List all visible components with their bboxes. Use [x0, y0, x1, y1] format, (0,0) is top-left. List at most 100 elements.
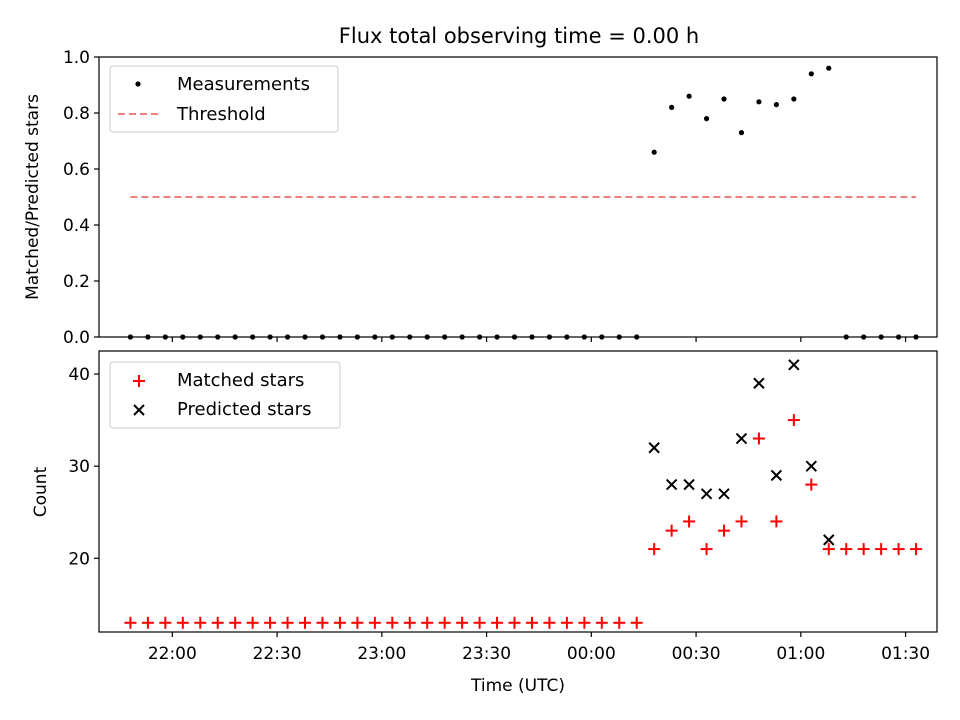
matched-stars-point	[368, 616, 381, 629]
legend-measurements-label: Measurements	[177, 74, 310, 95]
bottom-plot-area	[124, 359, 923, 629]
predicted-stars-point	[735, 432, 748, 445]
measurement-point	[808, 71, 814, 77]
predicted-stars-point	[823, 534, 835, 546]
predicted-stars-point	[665, 478, 678, 491]
predicted-stars-point	[753, 377, 765, 389]
bottom-y-ticks: 20 30 40	[68, 365, 99, 569]
matched-stars-point	[421, 616, 434, 629]
predicted-stars-point	[648, 442, 660, 454]
matched-stars-point	[752, 432, 765, 445]
matched-stars-point	[718, 524, 731, 537]
measurement-point	[651, 149, 657, 155]
matched-stars-point	[386, 616, 399, 629]
matched-stars-point	[840, 543, 853, 556]
matched-stars-point	[333, 616, 346, 629]
bottom-x-tick-label: 23:00	[357, 644, 406, 664]
top-y-axis-label: Matched/Predicted stars	[23, 94, 43, 300]
bottom-y-tick-label: 20	[68, 549, 90, 569]
legend-matched-label: Matched stars	[177, 370, 304, 391]
top-panel: Flux total observing time = 0.00 h Match…	[23, 24, 938, 348]
matched-stars-point	[176, 616, 189, 629]
matched-stars-point	[456, 616, 469, 629]
series-matched-stars	[124, 414, 923, 629]
top-y-tick-label: 1.0	[63, 48, 90, 68]
top-y-ticks: 0.0 0.2 0.4 0.6 0.8 1.0	[63, 48, 99, 348]
matched-stars-point	[525, 616, 538, 629]
matched-stars-point	[229, 616, 242, 629]
bottom-legend: Matched stars Predicted stars	[109, 361, 341, 429]
matched-stars-point	[141, 616, 154, 629]
matched-stars-point	[822, 543, 835, 556]
matched-stars-point	[491, 616, 504, 629]
predicted-stars-point	[788, 359, 800, 371]
matched-stars-point	[351, 616, 364, 629]
top-y-tick-label: 0.6	[63, 160, 90, 180]
bottom-x-tick-label: 00:30	[672, 644, 721, 664]
matched-stars-point	[246, 616, 259, 629]
bottom-x-tick-label: 01:00	[776, 644, 825, 664]
matched-stars-point	[124, 616, 137, 629]
bottom-x-tick-label: 22:30	[253, 644, 302, 664]
measurement-point	[686, 93, 692, 99]
matched-stars-point	[892, 543, 905, 556]
top-plot-area	[127, 65, 919, 340]
bottom-x-tick-label: 23:30	[462, 644, 511, 664]
matched-stars-point	[316, 616, 329, 629]
matched-stars-point	[630, 616, 643, 629]
matched-stars-point	[805, 478, 818, 491]
measurement-point	[756, 99, 762, 105]
top-y-tick-label: 0.2	[63, 272, 90, 292]
bottom-axes-frame	[98, 350, 938, 633]
matched-stars-point	[508, 616, 521, 629]
matched-stars-point	[787, 414, 800, 427]
series-measurements	[127, 65, 919, 340]
matched-stars-point	[299, 616, 312, 629]
measurement-point	[669, 104, 675, 110]
predicted-stars-point	[700, 488, 713, 500]
matched-stars-point	[194, 616, 207, 629]
predicted-stars-point	[683, 478, 695, 491]
matched-stars-point	[438, 616, 451, 629]
matched-stars-point	[770, 515, 783, 528]
legend-measurements-marker	[135, 81, 141, 87]
series-predicted-stars	[648, 359, 835, 546]
matched-stars-point	[281, 616, 294, 629]
bottom-panel: Count Time (UTC) 20 30 40 22:00 22:30 23:00 2…	[31, 350, 938, 696]
bottom-x-ticks: 22:00 22:30 23:00 23:30 00:00 00:30 01:00 01:30	[148, 632, 930, 664]
measurement-point	[826, 65, 832, 71]
bottom-y-axis-label: Count	[31, 466, 51, 517]
measurement-point	[738, 130, 745, 136]
predicted-stars-point	[770, 469, 783, 482]
bottom-x-tick-label: 00:00	[567, 644, 616, 664]
legend-matched-marker	[133, 375, 145, 387]
bottom-y-tick-label: 40	[68, 365, 90, 385]
matched-stars-point	[543, 616, 556, 629]
measurement-point	[703, 116, 710, 122]
measurement-point	[721, 96, 727, 102]
legend-threshold-label: Threshold	[176, 104, 266, 125]
matched-stars-point	[875, 543, 888, 556]
matched-stars-point	[613, 616, 626, 629]
matched-stars-point	[648, 543, 661, 556]
chart-title: Flux total observing time = 0.00 h	[339, 24, 699, 48]
bottom-y-tick-label: 30	[68, 457, 90, 477]
matched-stars-point	[700, 543, 713, 556]
predicted-stars-point	[805, 460, 818, 472]
top-legend-box	[109, 65, 339, 133]
x-axis-label: Time (UTC)	[470, 676, 565, 696]
bottom-x-tick-label: 22:00	[148, 644, 197, 664]
legend-predicted-marker	[133, 404, 145, 416]
matched-stars-point	[857, 543, 870, 556]
top-y-tick-label: 0.4	[63, 216, 90, 236]
measurement-point	[791, 96, 797, 102]
top-x-ticks	[171, 337, 907, 342]
matched-stars-point	[473, 616, 486, 629]
matched-stars-point	[665, 524, 678, 537]
matched-stars-point	[264, 616, 277, 629]
matched-stars-point	[211, 616, 224, 629]
measurement-point	[773, 102, 779, 108]
matched-stars-point	[910, 543, 923, 556]
matched-stars-point	[595, 616, 608, 629]
